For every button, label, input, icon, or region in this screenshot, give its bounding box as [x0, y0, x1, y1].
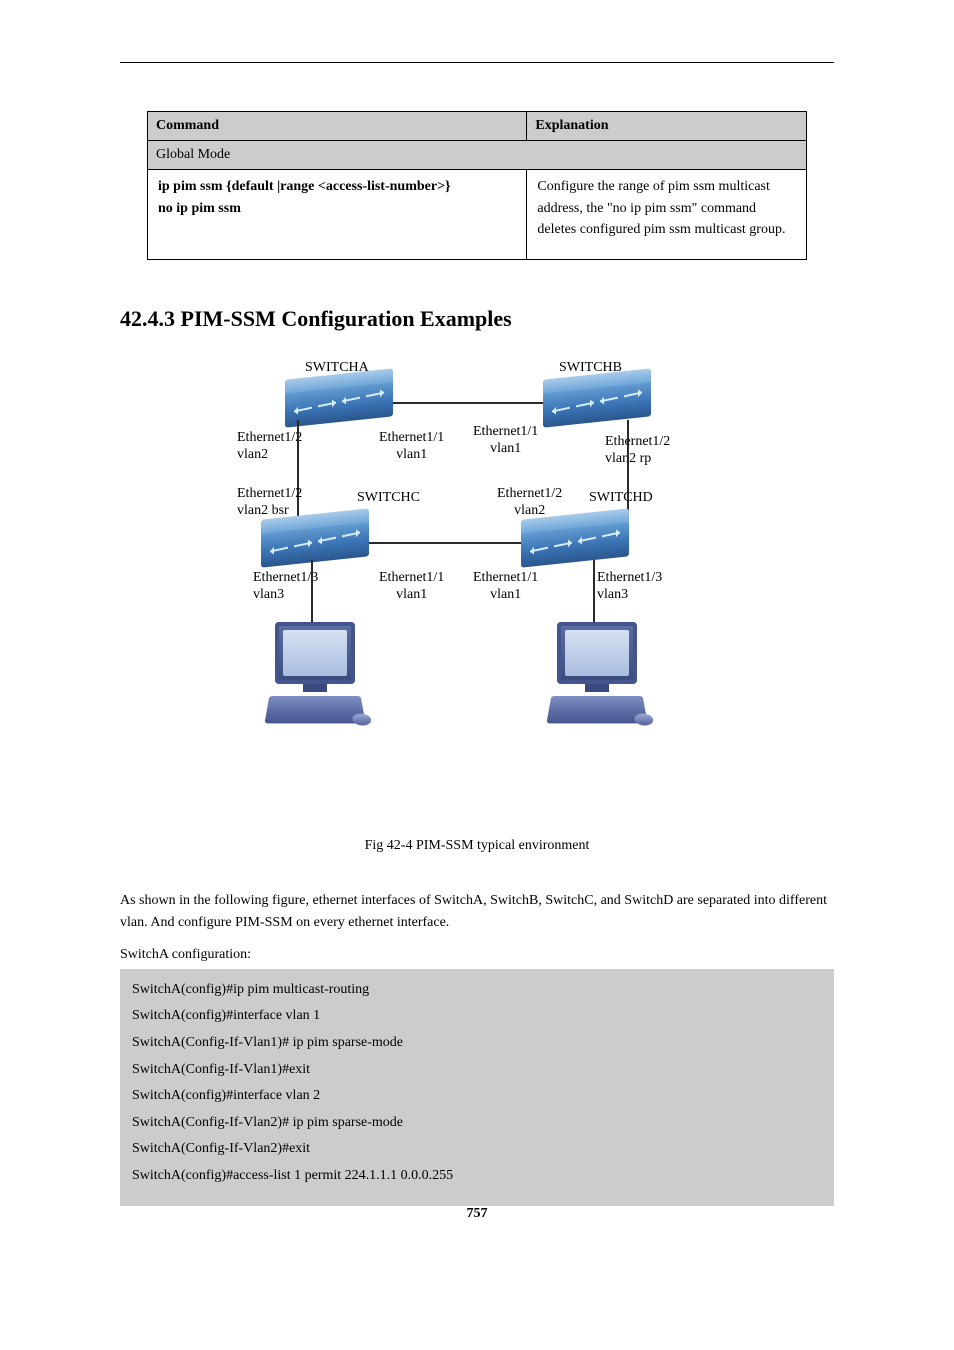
switch-a: [285, 382, 393, 436]
label-d-e12-v2: Ethernet1/2vlan2: [497, 486, 562, 520]
label-c-e13-v3: Ethernet1/3vlan3: [253, 570, 318, 604]
label-d-e13-v3: Ethernet1/3vlan3: [597, 570, 662, 604]
code-line: SwitchA(Config-If-Vlan2)#exit: [132, 1136, 822, 1163]
table-body-row: ip pim ssm {default |range <access-list-…: [148, 170, 807, 260]
header-rule: [120, 62, 834, 63]
code-line: SwitchA(config)#access-list 1 permit 224…: [132, 1163, 822, 1190]
label-c-e12-v2bsr: Ethernet1/2vlan2 bsr: [237, 486, 302, 520]
label-d-e11-v1: Ethernet1/1vlan1: [473, 570, 538, 604]
config-label: SwitchA configuration:: [120, 947, 834, 963]
link-d-pc: [593, 560, 595, 624]
pc-right: [547, 622, 647, 732]
switch-b: [543, 382, 651, 436]
cmd-text: ip pim ssm {default |range <access-list-…: [158, 179, 451, 194]
switch-c: [261, 522, 369, 576]
no-cmd-text: no ip pim ssm: [158, 201, 241, 216]
link-c-d: [369, 542, 521, 544]
code-line: SwitchA(config)#interface vlan 2: [132, 1083, 822, 1110]
cmd-cell: ip pim ssm {default |range <access-list-…: [148, 170, 527, 260]
config-label-text: SwitchA configuration: [120, 947, 247, 962]
command-table: Command Explanation Global Mode ip pim s…: [147, 111, 807, 260]
label-switchd: SWITCHD: [589, 490, 653, 507]
label-c-e11-v1: Ethernet1/1vlan1: [379, 570, 444, 604]
switch-d: [521, 522, 629, 576]
link-c-pc: [311, 560, 313, 624]
config-code-block: SwitchA(config)#ip pim multicast-routing…: [120, 969, 834, 1206]
expl-cell: Configure the range of pim ssm multicast…: [527, 170, 807, 260]
table-mode-row: Global Mode: [148, 141, 807, 170]
figure-caption: Fig 42-4 PIM-SSM typical environment: [120, 838, 834, 854]
pc-left: [265, 622, 365, 732]
code-line: SwitchA(Config-If-Vlan2)# ip pim sparse-…: [132, 1110, 822, 1137]
hdr-command: Command: [148, 112, 527, 141]
mode-cell: Global Mode: [148, 141, 807, 170]
code-line: SwitchA(Config-If-Vlan1)# ip pim sparse-…: [132, 1030, 822, 1057]
section-title: 42.4.3 PIM-SSM Configuration Examples: [120, 306, 834, 332]
label-b-e11-v1: Ethernet1/1vlan1: [473, 424, 538, 458]
diagram: SWITCHA SWITCHB Ethernet1/2vlan2 Etherne…: [267, 360, 687, 830]
label-b-e12-v2rp: Ethernet1/2vlan2 rp: [605, 434, 670, 468]
body-paragraph: As shown in the following figure, ethern…: [120, 890, 834, 935]
code-line: SwitchA(config)#ip pim multicast-routing: [132, 977, 822, 1004]
label-switchc: SWITCHC: [357, 490, 420, 507]
link-a-b: [393, 402, 543, 404]
table-header-row: Command Explanation: [148, 112, 807, 141]
config-label-colon: :: [247, 947, 251, 962]
label-a-e12-v2: Ethernet1/2vlan2: [237, 430, 302, 464]
label-a-e11-v1: Ethernet1/1vlan1: [379, 430, 444, 464]
code-line: SwitchA(Config-If-Vlan1)#exit: [132, 1057, 822, 1084]
hdr-explanation: Explanation: [527, 112, 807, 141]
code-line: SwitchA(config)#interface vlan 1: [132, 1003, 822, 1030]
page-number: 757: [0, 1206, 954, 1222]
